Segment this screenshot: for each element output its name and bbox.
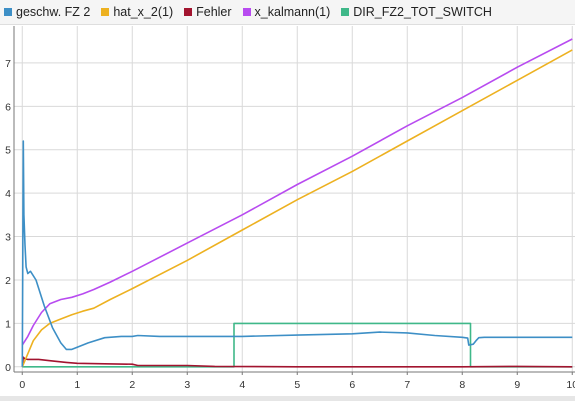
x-tick-label: 5 <box>294 379 300 391</box>
x-tick-label: 9 <box>514 379 520 391</box>
plot-background <box>14 26 575 372</box>
legend-label: Fehler <box>196 5 232 19</box>
legend-label: geschw. FZ 2 <box>16 5 91 19</box>
series-line-0 <box>21 140 573 367</box>
legend-label: x_kalmann(1) <box>254 5 331 19</box>
y-tick-label: 6 <box>5 101 11 113</box>
legend-swatch <box>4 8 12 16</box>
x-tick-label: 0 <box>19 379 25 391</box>
series-line-1 <box>21 49 573 368</box>
legend-item-1[interactable]: hat_x_2(1) <box>101 5 173 19</box>
legend-item-3[interactable]: x_kalmann(1) <box>242 5 331 19</box>
x-tick-label: 3 <box>184 379 190 391</box>
series-line-2 <box>21 356 573 368</box>
bottom-strip <box>0 396 575 401</box>
x-tick-label: 10 <box>566 379 575 391</box>
x-tick-label: 7 <box>404 379 410 391</box>
x-tick-label: 6 <box>349 379 355 391</box>
y-tick-label: 0 <box>5 362 11 374</box>
x-tick-label: 8 <box>459 379 465 391</box>
legend-swatch <box>242 8 251 16</box>
y-tick-label: 5 <box>5 145 11 157</box>
y-tick-label: 4 <box>5 188 11 200</box>
legend-item-4[interactable]: DIR_FZ2_TOT_SWITCH <box>341 5 492 19</box>
series-line-3 <box>21 38 573 346</box>
legend-swatch <box>341 8 350 16</box>
y-tick-label: 3 <box>5 232 11 244</box>
legend-label: DIR_FZ2_TOT_SWITCH <box>353 5 492 19</box>
x-tick-label: 2 <box>129 379 135 391</box>
y-tick-label: 7 <box>5 58 11 70</box>
x-tick-label: 1 <box>74 379 80 391</box>
legend-item-2[interactable]: Fehler <box>184 5 232 19</box>
legend-swatch <box>101 8 110 16</box>
legend-item-0[interactable]: geschw. FZ 2 <box>4 5 90 19</box>
legend-swatch <box>184 8 193 16</box>
y-tick-label: 2 <box>5 275 11 287</box>
legend-label: hat_x_2(1) <box>113 5 174 19</box>
y-tick-label: 1 <box>5 318 11 330</box>
legend: geschw. FZ 2 hat_x_2(1) Fehler x_kalmann(1)… <box>0 0 575 25</box>
x-tick-label: 4 <box>239 379 245 391</box>
